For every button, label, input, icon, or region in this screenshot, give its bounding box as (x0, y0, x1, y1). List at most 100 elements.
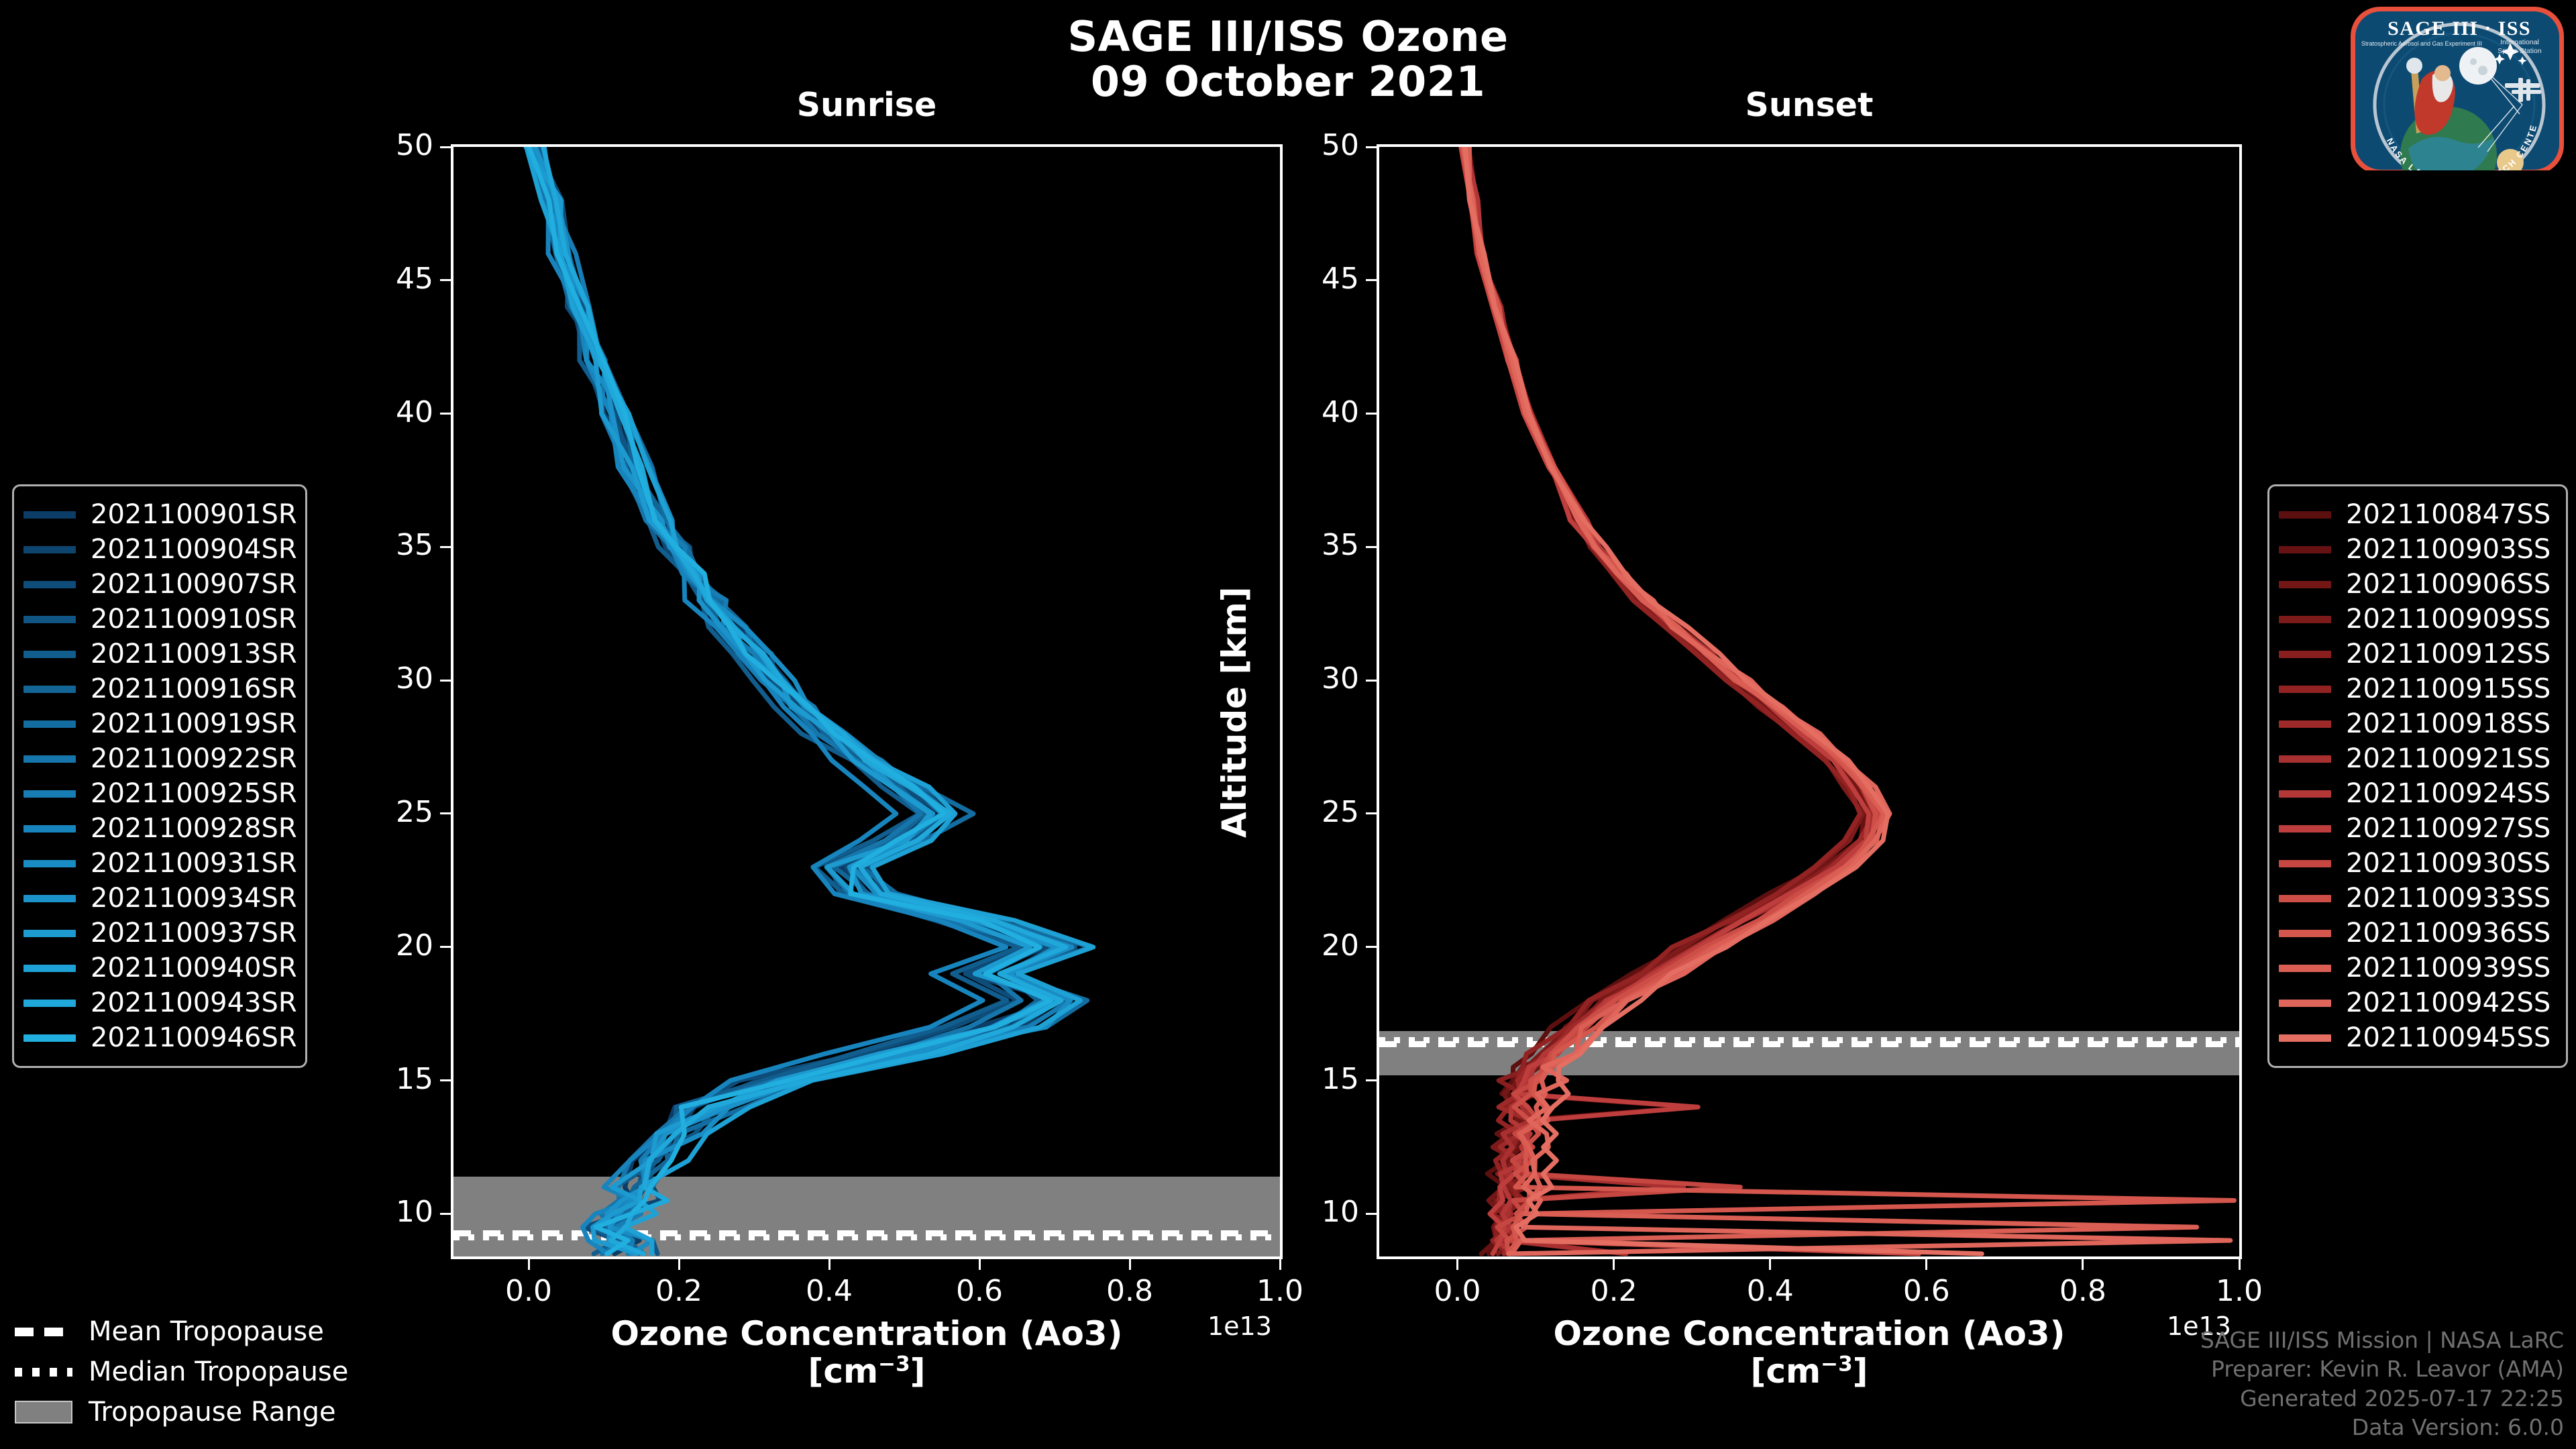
x-tick (1613, 1259, 1615, 1270)
legend-item[interactable]: 2021100847SS (2279, 497, 2554, 532)
y-tick-label-right: 20 (1322, 928, 1359, 963)
legend-color-swatch (23, 859, 76, 867)
legend-color-swatch (2279, 685, 2331, 693)
x-tick (1925, 1259, 1928, 1270)
y-tick-label-right: 50 (1322, 128, 1359, 162)
legend-item[interactable]: 2021100918SS (2279, 706, 2554, 741)
legend-color-swatch (23, 894, 76, 902)
y-tick-label-right: 30 (1322, 661, 1359, 696)
y-tick-label-left: 35 (396, 528, 433, 563)
legend-item-label: 2021100936SS (2346, 918, 2551, 949)
legend-item[interactable]: 2021100945SS (2279, 1020, 2554, 1055)
legend-item[interactable]: 2021100915SS (2279, 672, 2554, 706)
legend-item[interactable]: 2021100913SR (23, 637, 297, 672)
legend-item[interactable]: 2021100936SS (2279, 916, 2554, 951)
legend-item[interactable]: 2021100928SR (23, 811, 297, 846)
legend-item[interactable]: 2021100925SR (23, 776, 297, 811)
sunrise-legend[interactable]: 2021100901SR 2021100904SR 2021100907SR 2021… (12, 484, 307, 1068)
legend-item[interactable]: 2021100910SR (23, 602, 297, 637)
legend-color-swatch (23, 720, 76, 728)
x-tick (678, 1259, 680, 1270)
legend-item-label: 2021100931SR (91, 848, 297, 879)
x-tick-label-left: 0.2 (655, 1274, 702, 1308)
legend-item[interactable]: 2021100931SR (23, 846, 297, 881)
legend-item[interactable]: 2021100943SR (23, 985, 297, 1020)
legend-color-swatch (23, 511, 76, 519)
legend-item[interactable]: 2021100942SS (2279, 985, 2554, 1020)
legend-item[interactable]: 2021100924SS (2279, 776, 2554, 811)
y-tick (440, 146, 451, 148)
x-axis-label-left: Ozone Concentration (Ao3) [cm−3] (451, 1315, 1283, 1390)
legend-item[interactable]: 2021100940SR (23, 951, 297, 985)
tropopause-legend: Mean Tropopause Median Tropopause Tropop… (15, 1311, 348, 1432)
legend-item-label: 2021100915SS (2346, 674, 2551, 704)
profile-line (527, 147, 1053, 1256)
legend-item-label: 2021100939SS (2346, 953, 2551, 983)
legend-color-swatch (2279, 929, 2331, 937)
y-tick (440, 812, 451, 815)
x-tick-label-left: 0.4 (806, 1274, 853, 1308)
y-tick (1366, 1079, 1377, 1082)
legend-item[interactable]: 2021100901SR (23, 497, 297, 532)
legend-row-median-tropopause: Median Tropopause (15, 1352, 348, 1392)
y-tick (440, 279, 451, 282)
y-tick-label-left: 45 (396, 261, 433, 296)
legend-color-swatch (23, 929, 76, 937)
x-tick-label-right: 0.4 (1746, 1274, 1794, 1308)
legend-item-label: 2021100937SR (91, 918, 297, 949)
median-tropopause-line-right (1379, 1036, 2239, 1043)
legend-color-swatch (2279, 755, 2331, 763)
legend-item-label: 2021100901SR (91, 499, 297, 530)
profile-line (1460, 147, 2237, 1256)
sunset-plot[interactable] (1377, 144, 2242, 1259)
legend-color-swatch (2279, 894, 2331, 902)
legend-item[interactable]: 2021100904SR (23, 532, 297, 567)
legend-color-swatch (23, 964, 76, 972)
legend-item[interactable]: 2021100906SS (2279, 567, 2554, 602)
x-axis-offset-right: 1e13 (2167, 1311, 2231, 1341)
legend-item[interactable]: 2021100907SR (23, 567, 297, 602)
legend-item[interactable]: 2021100937SR (23, 916, 297, 951)
profile-line (532, 147, 1009, 1256)
legend-color-swatch (23, 1034, 76, 1042)
y-tick (1366, 146, 1377, 148)
y-tick (440, 1212, 451, 1215)
legend-item[interactable]: 2021100919SR (23, 706, 297, 741)
legend-item-label: 2021100924SS (2346, 778, 2551, 809)
sunset-legend[interactable]: 2021100847SS 2021100903SS 2021100906SS 2021… (2267, 484, 2568, 1068)
legend-item-label: 2021100909SS (2346, 604, 2551, 635)
legend-item[interactable]: 2021100903SS (2279, 532, 2554, 567)
legend-color-swatch (23, 545, 76, 553)
x-tick-label-right: 1.0 (2216, 1274, 2263, 1308)
legend-item-label: 2021100930SS (2346, 848, 2551, 879)
legend-item-label: 2021100921SS (2346, 743, 2551, 774)
legend-item[interactable]: 2021100916SR (23, 672, 297, 706)
y-tick-label-left: 20 (396, 928, 433, 963)
dotted-line-icon (15, 1367, 72, 1377)
x-axis-label-left-line2: [cm−3] (808, 1352, 926, 1391)
y-tick (440, 1079, 451, 1082)
legend-item[interactable]: 2021100939SS (2279, 951, 2554, 985)
legend-item[interactable]: 2021100922SR (23, 741, 297, 776)
legend-item-label: 2021100919SR (91, 708, 297, 739)
legend-color-swatch (2279, 511, 2331, 519)
legend-item[interactable]: 2021100934SR (23, 881, 297, 916)
legend-item[interactable]: 2021100927SS (2279, 811, 2554, 846)
legend-color-swatch (2279, 790, 2331, 798)
legend-color-swatch (2279, 650, 2331, 658)
sage-iii-iss-logo: SAGE III · ISS Stratospheric Aerosol and… (2347, 4, 2568, 174)
legend-item-label: 2021100918SS (2346, 708, 2551, 739)
legend-item[interactable]: 2021100921SS (2279, 741, 2554, 776)
legend-item[interactable]: 2021100909SS (2279, 602, 2554, 637)
legend-item[interactable]: 2021100933SS (2279, 881, 2554, 916)
legend-item[interactable]: 2021100912SS (2279, 637, 2554, 672)
sunrise-plot[interactable] (451, 144, 1283, 1259)
y-tick-label-left: 10 (396, 1195, 433, 1230)
legend-item[interactable]: 2021100946SR (23, 1020, 297, 1055)
legend-item-label: 2021100903SS (2346, 534, 2551, 565)
sunset-profile-curves (1458, 147, 2237, 1256)
x-tick (2082, 1259, 2084, 1270)
legend-item[interactable]: 2021100930SS (2279, 846, 2554, 881)
profile-line (1464, 147, 1872, 1256)
x-tick (828, 1259, 830, 1270)
